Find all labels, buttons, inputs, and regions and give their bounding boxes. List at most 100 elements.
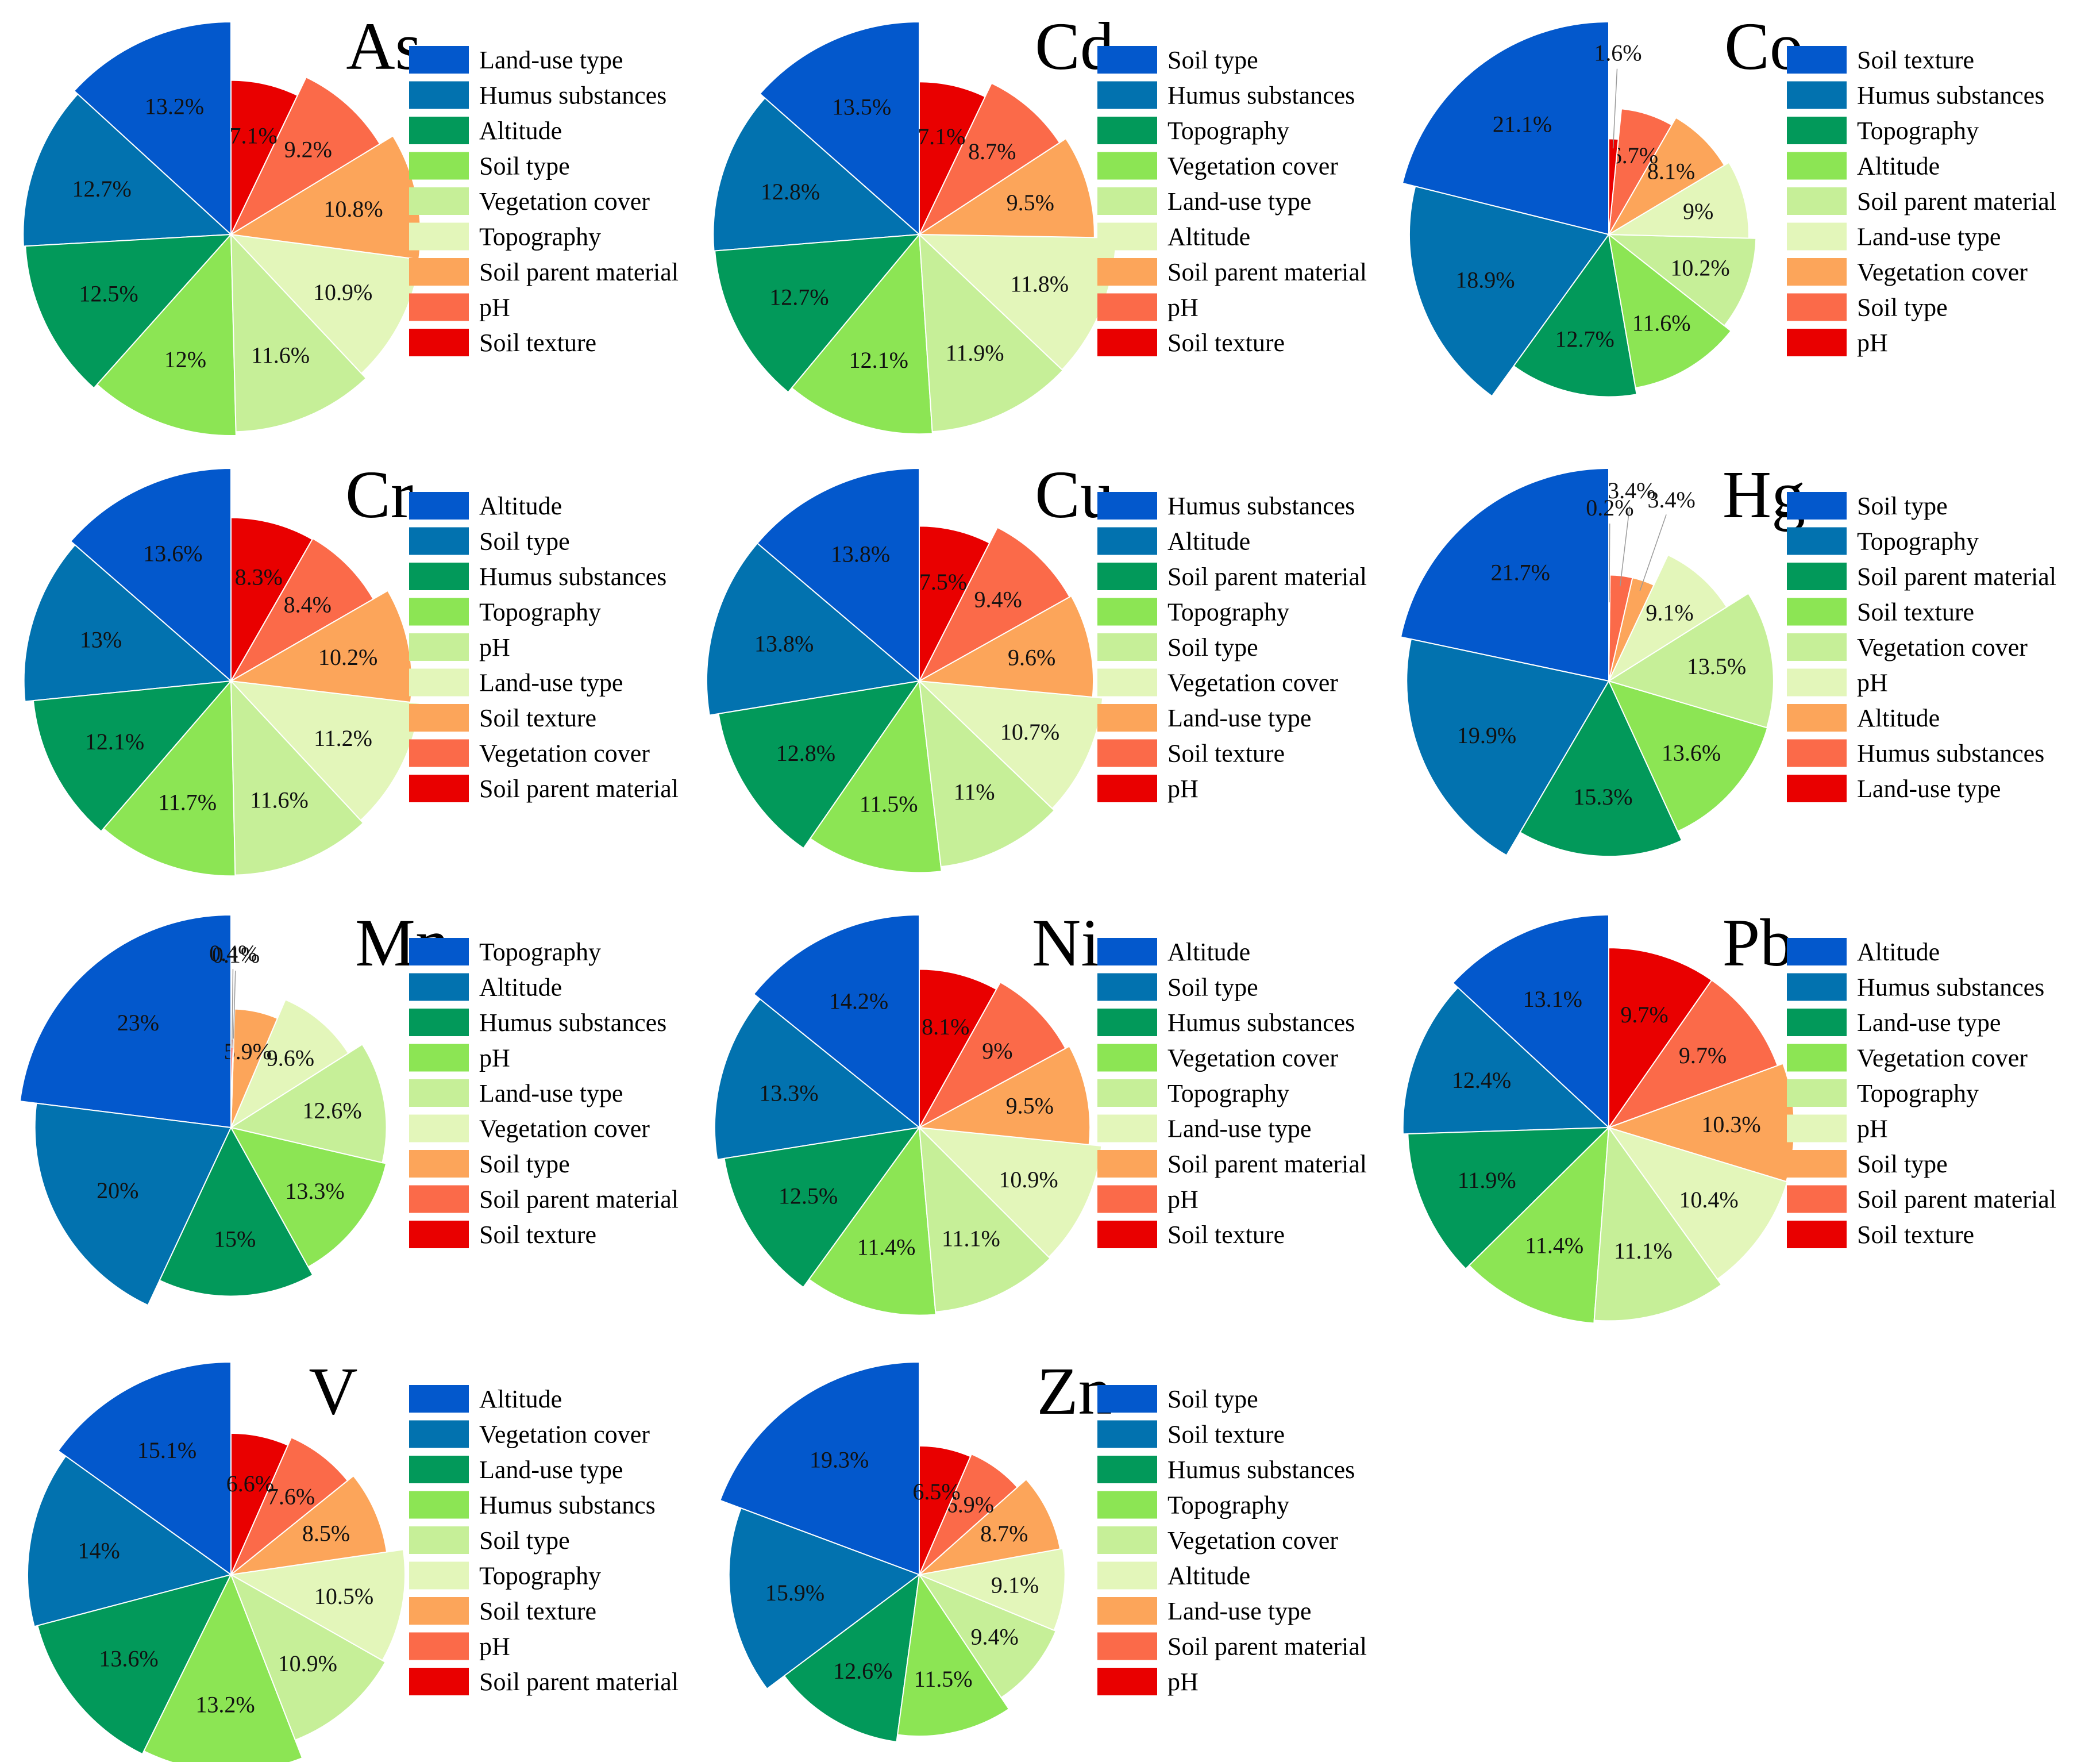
pie-slice <box>96 233 237 436</box>
legend-swatch <box>409 633 469 661</box>
pie-slice <box>1468 1126 1610 1324</box>
pie-slice <box>808 1126 937 1316</box>
slice-value-label: 12.1% <box>849 347 908 373</box>
pie-slice <box>1593 1126 1723 1322</box>
slice-value-label: 14.2% <box>829 988 888 1014</box>
slice-value-label: 10.5% <box>314 1583 373 1609</box>
legend-swatch <box>1097 1632 1157 1660</box>
slice-value-label: 21.1% <box>1493 111 1552 137</box>
slice-value-label: 11.5% <box>860 791 918 817</box>
legend-swatch <box>1097 704 1157 732</box>
legend-entry: Soil parent material <box>1857 563 2056 591</box>
panel-pb: 13.1% 12.4% 11.9% 11.4% 11.1%10.4% 10.3% 9.7% 9… <box>1402 905 2056 1324</box>
legend-swatch <box>1787 492 1847 520</box>
slice-value-label: 15.3% <box>1573 784 1632 810</box>
pie-slice <box>918 1573 1057 1699</box>
legend-entry: Land-use type <box>1167 1115 1311 1143</box>
legend-entry: Land-use type <box>1167 187 1311 216</box>
slice-value-label: 12.1% <box>85 729 144 755</box>
legend-entry: Vegetation cover <box>479 740 650 768</box>
pie-slice <box>19 914 232 1129</box>
pie-slice <box>718 680 921 849</box>
legend: Soil type Topography Soil parent material S… <box>1787 492 2056 803</box>
slice-value-label: 10.4% <box>1679 1187 1738 1213</box>
legend-entry: Altitude <box>479 1385 562 1413</box>
legend-entry: Soil texture <box>1857 598 1974 626</box>
slice-value-label: 19.9% <box>1457 722 1516 748</box>
legend-entry: pH <box>1857 329 1888 357</box>
legend-entry: Altitude <box>479 974 562 1002</box>
slice-value-label: 8.7% <box>980 1521 1028 1546</box>
panel-co: 21.1%18.9%12.7%11.6%10.2%9%8.1%6.7%1.6% C… <box>1401 9 2056 398</box>
pie-slice <box>919 1445 972 1575</box>
slice-value-label: 10.9% <box>999 1167 1058 1192</box>
slice-value-label: 9% <box>1683 198 1713 224</box>
legend-entry: Topography <box>1857 528 1979 556</box>
legend-entry: Soil type <box>479 1526 570 1555</box>
pie-slice <box>791 233 933 435</box>
legend-entry: Vegetation cover <box>1167 152 1338 180</box>
legend-swatch <box>1787 668 1847 697</box>
pie-slice <box>918 679 1055 868</box>
panel-title: Ni <box>1032 905 1100 980</box>
legend-entry: Altitude <box>1857 152 1940 180</box>
legend-swatch <box>1097 739 1157 767</box>
slice-value-label: 7.6% <box>267 1483 315 1509</box>
legend-swatch <box>1787 117 1847 144</box>
slice-value-label: 21.7% <box>1491 559 1550 585</box>
legend-entry: Land-use type <box>479 46 623 74</box>
legend-entry: Soil texture <box>479 329 596 357</box>
legend-entry: Humus substances <box>1167 1009 1355 1037</box>
legend-entry: Topography <box>479 598 601 626</box>
legend-swatch <box>409 1420 469 1448</box>
panel-title: Pb <box>1723 905 1794 980</box>
legend-swatch <box>409 739 469 767</box>
legend-entry: Soil texture <box>479 1597 596 1625</box>
legend-entry: pH <box>479 633 510 661</box>
pie-slice <box>918 1126 1051 1313</box>
legend-swatch <box>409 1668 469 1695</box>
slice-value-label: 9.4% <box>974 586 1022 612</box>
legend-entry: Altitude <box>479 492 562 520</box>
legend-swatch <box>1097 46 1157 74</box>
legend-swatch <box>1097 938 1157 965</box>
legend-entry: Topography <box>1167 117 1289 145</box>
slice-value-label: 12.8% <box>776 740 835 766</box>
legend-swatch <box>1097 1597 1157 1625</box>
slice-value-label: 8.7% <box>968 139 1016 164</box>
legend-entry: Topography <box>479 1562 601 1590</box>
pie-slice <box>1607 1126 1788 1280</box>
legend-swatch <box>409 1079 469 1107</box>
legend-swatch <box>1097 1526 1157 1554</box>
slice-value-label: 13.3% <box>759 1080 818 1106</box>
slice-value-label: 11.8% <box>1010 271 1069 297</box>
pie-slice <box>714 998 921 1160</box>
slice-value-label: 6.7% <box>1610 143 1658 168</box>
legend-entry: Land-use type <box>479 1456 623 1484</box>
legend-entry: Altitude <box>1167 1562 1250 1590</box>
pie-slice <box>229 76 381 236</box>
slice-value-label: 10.2% <box>1670 255 1729 281</box>
pie-slice <box>230 233 367 433</box>
panel-zn: 19.3% 15.9% 12.6% 11.5% 9.4% 9.1% 8.7% 6.9%6.5%… <box>719 1353 1367 1743</box>
slice-value-label: 10.8% <box>323 196 383 222</box>
legend-swatch <box>1097 1185 1157 1213</box>
slice-value-label: 11.9% <box>946 340 1004 366</box>
pie-slice <box>229 999 349 1129</box>
legend-entry: Soil texture <box>1167 740 1285 768</box>
legend-entry: Soil texture <box>479 704 596 732</box>
legend: Soil texture Humus substances Topography Al… <box>1787 46 2056 357</box>
legend-entry: Soil type <box>1167 1385 1258 1413</box>
legend-swatch <box>1097 222 1157 251</box>
pie-slice <box>714 233 921 393</box>
legend-swatch <box>1097 117 1157 144</box>
slice-value-label: 15.9% <box>765 1580 824 1606</box>
slice-value-label: 13.5% <box>1687 653 1746 679</box>
legend-swatch <box>409 938 469 965</box>
legend-swatch <box>1097 1668 1157 1695</box>
legend-swatch <box>1097 1561 1157 1590</box>
leader-line <box>1609 523 1610 603</box>
legend-entry: Land-use type <box>479 1079 623 1107</box>
slice-value-label: 11.4% <box>857 1234 916 1260</box>
slice-value-label: 12.4% <box>1452 1067 1511 1093</box>
